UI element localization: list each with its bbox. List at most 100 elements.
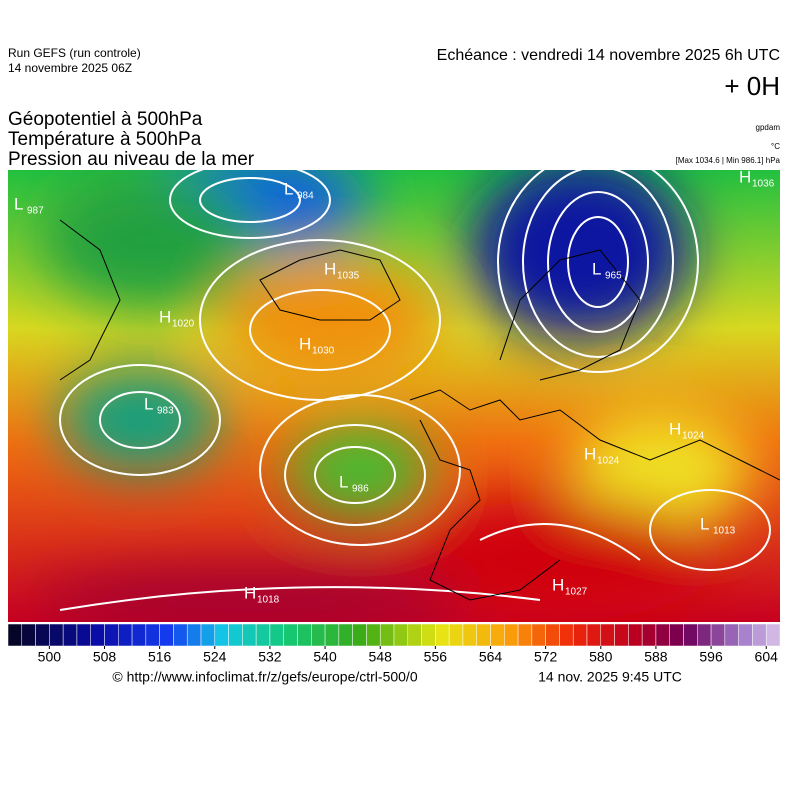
offset: + 0H bbox=[724, 71, 780, 101]
colorbar-tick-label: 572 bbox=[534, 649, 558, 665]
colorbar-swatch bbox=[145, 623, 160, 647]
colorbar-swatch bbox=[366, 623, 381, 647]
colorbar-swatch bbox=[517, 623, 533, 647]
colorbar-swatch bbox=[186, 623, 202, 647]
colorbar-swatch bbox=[476, 623, 491, 647]
colorbar-swatch bbox=[393, 623, 409, 647]
colorbar-tick-label: 596 bbox=[699, 649, 723, 665]
colorbar-swatch bbox=[490, 623, 505, 647]
colorbar-swatch bbox=[131, 623, 147, 647]
colorbar-swatch bbox=[159, 623, 174, 647]
colorbar-swatch bbox=[311, 623, 326, 647]
center-letter: L bbox=[14, 194, 23, 213]
colorbar-tick-label: 556 bbox=[424, 649, 448, 665]
colorbar-swatch bbox=[173, 623, 188, 647]
footer-date: 14 nov. 2025 9:45 UTC bbox=[538, 669, 682, 685]
colorbar-swatch bbox=[49, 623, 64, 647]
colorbar-swatch bbox=[655, 623, 670, 647]
legend-line: Pression au niveau de la mer bbox=[8, 149, 255, 170]
colorbar-swatch bbox=[586, 623, 602, 647]
colorbar-swatch bbox=[407, 623, 422, 647]
center-value: 987 bbox=[27, 206, 44, 217]
center-letter: H bbox=[669, 419, 681, 438]
center-letter: L bbox=[284, 179, 293, 198]
colorbar-tick-label: 500 bbox=[38, 649, 62, 665]
center-letter: L bbox=[144, 394, 153, 413]
colorbar-tick-label: 524 bbox=[203, 649, 227, 665]
colorbar-swatch bbox=[710, 623, 726, 647]
colorbar-swatch bbox=[283, 623, 298, 647]
center-value: 1024 bbox=[682, 431, 705, 442]
center-letter: H bbox=[244, 583, 256, 602]
colorbar-swatch bbox=[228, 623, 243, 647]
center-letter: H bbox=[159, 307, 171, 326]
colorbar-swatch bbox=[531, 623, 546, 647]
center-value: 1018 bbox=[257, 595, 280, 606]
colorbar-swatch bbox=[641, 623, 657, 647]
colorbar-tick-label: 540 bbox=[313, 649, 337, 665]
colorbar-swatch bbox=[600, 623, 615, 647]
center-letter: H bbox=[584, 444, 596, 463]
colorbar-tick-label: 604 bbox=[755, 649, 779, 665]
colorbar-swatch bbox=[324, 623, 340, 647]
colorbar-swatch bbox=[35, 623, 50, 647]
unit: °C bbox=[771, 142, 780, 151]
center-value: 986 bbox=[352, 484, 369, 495]
colorbar-swatch bbox=[200, 623, 216, 647]
colorbar-swatch bbox=[352, 623, 367, 647]
center-value: 1020 bbox=[172, 319, 195, 330]
center-value: 1013 bbox=[713, 526, 736, 537]
colorbar-swatch bbox=[269, 623, 284, 647]
colorbar-tick-label: 508 bbox=[93, 649, 117, 665]
colorbar-swatch bbox=[614, 623, 629, 647]
echeance: Echéance : vendredi 14 novembre 2025 6h … bbox=[437, 47, 780, 64]
colorbar-swatch bbox=[765, 623, 781, 647]
colorbar-swatch bbox=[628, 623, 643, 647]
run-label: Run GEFS (run controle) bbox=[8, 46, 141, 60]
colorbar-tick-label: 564 bbox=[479, 649, 503, 665]
colorbar-swatch bbox=[297, 623, 312, 647]
center-value: 1036 bbox=[752, 179, 775, 190]
center-value: 1027 bbox=[565, 587, 588, 598]
center-value: 984 bbox=[297, 191, 314, 202]
colorbar-tick-label: 580 bbox=[589, 649, 613, 665]
center-letter: L bbox=[700, 514, 709, 533]
colorbar-swatch bbox=[435, 623, 450, 647]
colorbar-swatch bbox=[462, 623, 477, 647]
colorbar: 500 508 516 524 532 540 548 556 564 572 580 588 596 6… bbox=[7, 623, 781, 665]
colorbar-swatch bbox=[697, 623, 712, 647]
footer-source: © http://www.infoclimat.fr/z/gefs/europe… bbox=[112, 669, 417, 685]
colorbar-swatch bbox=[738, 623, 753, 647]
unit: gpdam bbox=[756, 123, 781, 132]
colorbar-swatch bbox=[421, 623, 436, 647]
colorbar-tick-label: 516 bbox=[148, 649, 172, 665]
colorbar-swatch bbox=[683, 623, 698, 647]
colorbar-swatch bbox=[752, 623, 767, 647]
center-letter: H bbox=[552, 575, 564, 594]
colorbar-swatch bbox=[104, 623, 119, 647]
center-value: 1035 bbox=[337, 271, 360, 282]
unit: [Max 1034.6 | Min 986.1] hPa bbox=[676, 156, 781, 165]
colorbar-swatch bbox=[545, 623, 560, 647]
colorbar-swatch bbox=[572, 623, 588, 647]
run-date: 14 novembre 2025 06Z bbox=[8, 61, 132, 75]
colorbar-swatch bbox=[448, 623, 464, 647]
center-value: 1030 bbox=[312, 346, 335, 357]
center-letter: H bbox=[739, 167, 751, 186]
colorbar-tick-label: 532 bbox=[258, 649, 282, 665]
colorbar-swatch bbox=[379, 623, 395, 647]
colorbar-tick-label: 548 bbox=[369, 649, 393, 665]
colorbar-swatch bbox=[214, 623, 229, 647]
colorbar-swatch bbox=[242, 623, 257, 647]
coastlines bbox=[59, 219, 780, 601]
colorbar-swatch bbox=[504, 623, 519, 647]
colorbar-swatch bbox=[255, 623, 271, 647]
legend-line: Température à 500hPa bbox=[8, 129, 202, 150]
isobars bbox=[59, 170, 771, 611]
colorbar-swatch bbox=[76, 623, 91, 647]
colorbar-swatch bbox=[62, 623, 78, 647]
field-blobs bbox=[30, 170, 750, 622]
